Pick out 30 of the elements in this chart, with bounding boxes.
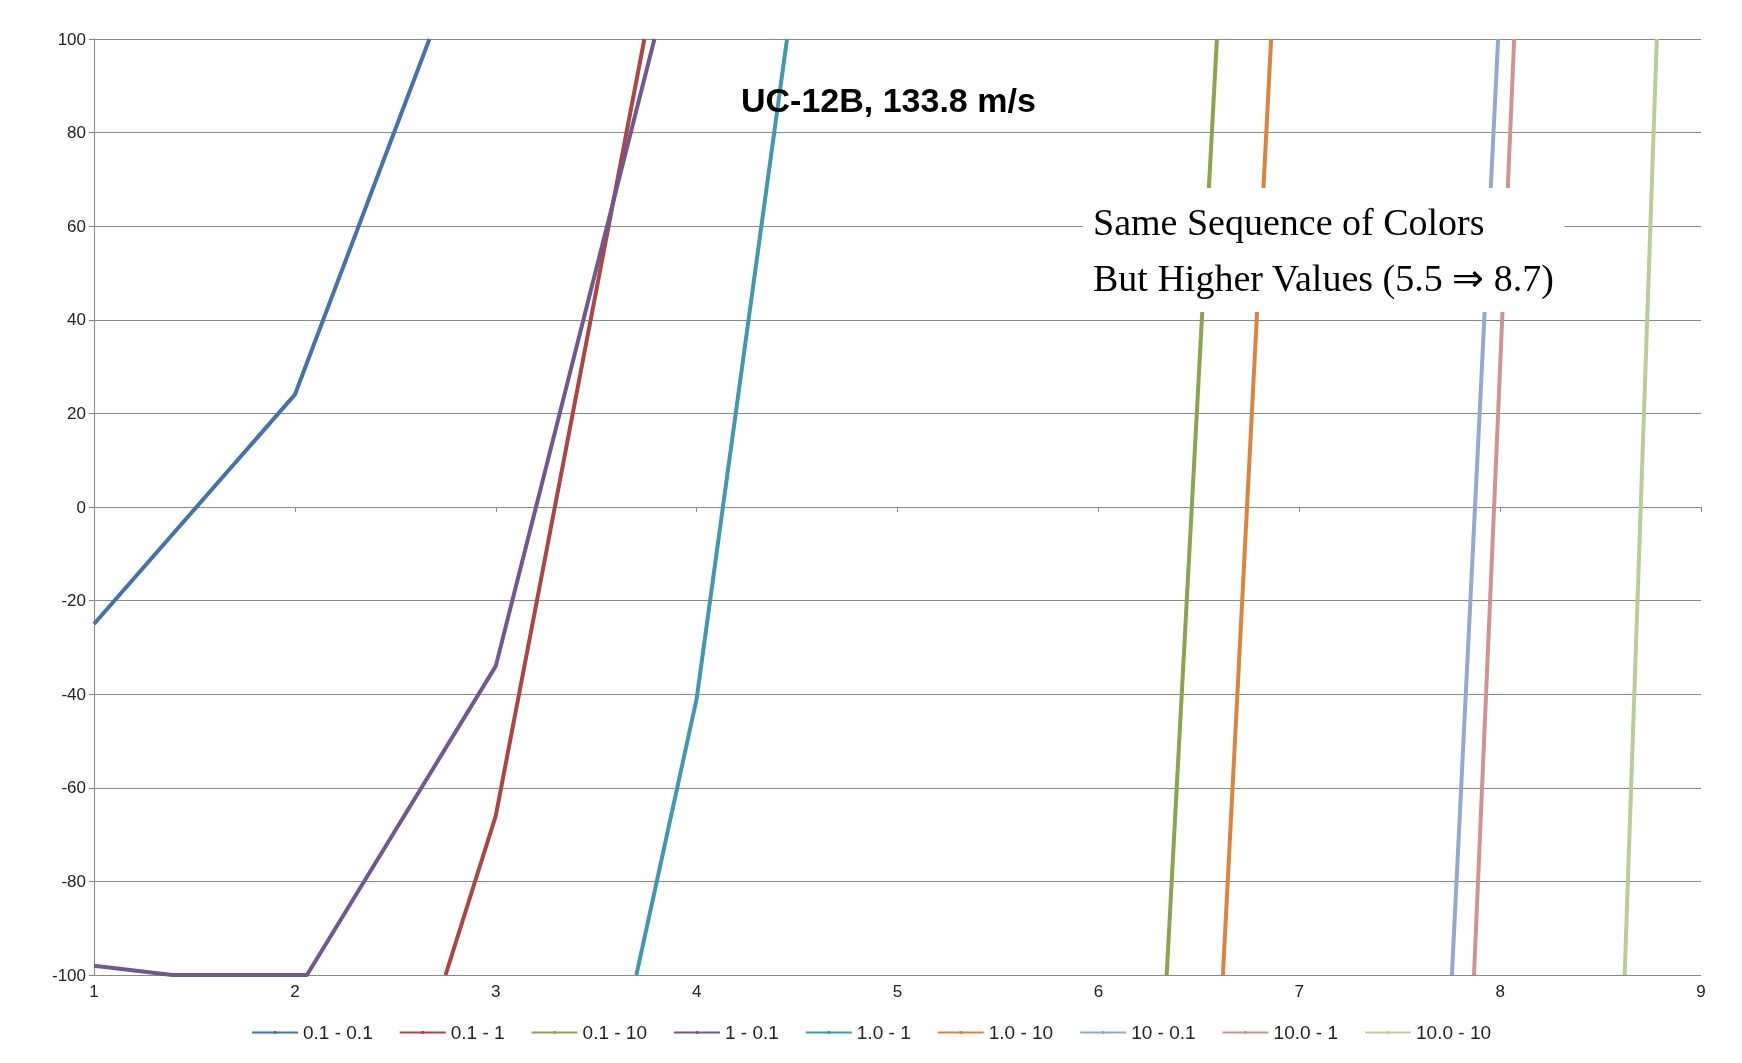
y-tick-label: 20 bbox=[67, 403, 86, 423]
legend-label: 10 - 0.1 bbox=[1131, 1022, 1196, 1043]
y-tick-label: 100 bbox=[57, 29, 86, 49]
y-tick-label: -60 bbox=[61, 778, 86, 798]
legend-label: 10.0 - 1 bbox=[1273, 1022, 1339, 1043]
legend-label: 10.0 - 10 bbox=[1416, 1022, 1492, 1043]
legend-label: 0.1 - 0.1 bbox=[302, 1022, 373, 1043]
x-tick-label: 1 bbox=[89, 982, 99, 1001]
y-tick-label: 40 bbox=[67, 310, 86, 330]
annotation: Same Sequence of Colors But Higher Values (5.5 ⇒ 8.7) bbox=[1093, 201, 1554, 300]
x-tick-label: 9 bbox=[1696, 982, 1706, 1001]
legend-label: 0.1 - 10 bbox=[582, 1022, 647, 1043]
legend-label: 1.0 - 1 bbox=[856, 1022, 911, 1043]
x-tick-label: 7 bbox=[1294, 982, 1304, 1001]
legend-label: 1 - 0.1 bbox=[724, 1022, 779, 1043]
x-tick-label: 6 bbox=[1093, 982, 1104, 1001]
y-tick-label: -20 bbox=[61, 591, 86, 611]
x-tick-label: 8 bbox=[1495, 982, 1505, 1001]
legend-label: 1.0 - 10 bbox=[988, 1022, 1054, 1043]
x-tick-label: 3 bbox=[491, 982, 501, 1001]
x-tick-label: 2 bbox=[290, 982, 300, 1001]
y-tick-label: 80 bbox=[67, 123, 86, 143]
y-tick-label: -100 bbox=[51, 965, 86, 985]
y-tick-label: -40 bbox=[61, 684, 86, 704]
y-tick-label: 60 bbox=[67, 216, 86, 236]
y-tick-label: 0 bbox=[76, 497, 86, 517]
legend-label: 0.1 - 1 bbox=[450, 1022, 505, 1043]
y-tick-label: -80 bbox=[61, 871, 86, 891]
x-tick-label: 4 bbox=[691, 982, 702, 1001]
x-tick-label: 5 bbox=[892, 982, 903, 1001]
